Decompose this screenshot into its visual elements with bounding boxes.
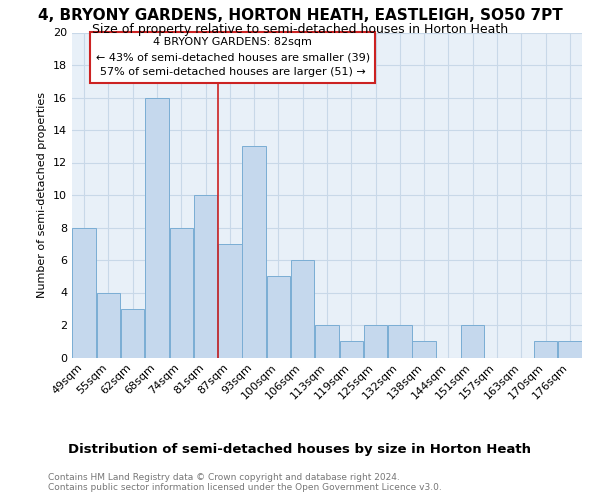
Bar	[364, 325, 388, 358]
Text: Contains HM Land Registry data © Crown copyright and database right 2024.
Contai: Contains HM Land Registry data © Crown c…	[48, 472, 442, 492]
Bar	[558, 342, 581, 357]
Bar	[340, 342, 363, 357]
Bar	[291, 260, 314, 358]
Text: 4, BRYONY GARDENS, HORTON HEATH, EASTLEIGH, SO50 7PT: 4, BRYONY GARDENS, HORTON HEATH, EASTLEI…	[38, 8, 562, 22]
Bar	[242, 146, 266, 358]
Bar	[315, 325, 339, 358]
Bar	[534, 342, 557, 357]
Bar	[412, 342, 436, 357]
Bar	[73, 228, 96, 358]
Y-axis label: Number of semi-detached properties: Number of semi-detached properties	[37, 92, 47, 298]
Text: Distribution of semi-detached houses by size in Horton Heath: Distribution of semi-detached houses by …	[68, 442, 532, 456]
Text: 4 BRYONY GARDENS: 82sqm
← 43% of semi-detached houses are smaller (39)
57% of se: 4 BRYONY GARDENS: 82sqm ← 43% of semi-de…	[95, 38, 370, 77]
Bar	[145, 98, 169, 358]
Bar	[121, 309, 145, 358]
Bar	[97, 292, 120, 358]
Bar	[388, 325, 412, 358]
Bar	[218, 244, 242, 358]
Text: Size of property relative to semi-detached houses in Horton Heath: Size of property relative to semi-detach…	[92, 22, 508, 36]
Bar	[461, 325, 484, 358]
Bar	[194, 195, 217, 358]
Bar	[170, 228, 193, 358]
Bar	[266, 276, 290, 357]
